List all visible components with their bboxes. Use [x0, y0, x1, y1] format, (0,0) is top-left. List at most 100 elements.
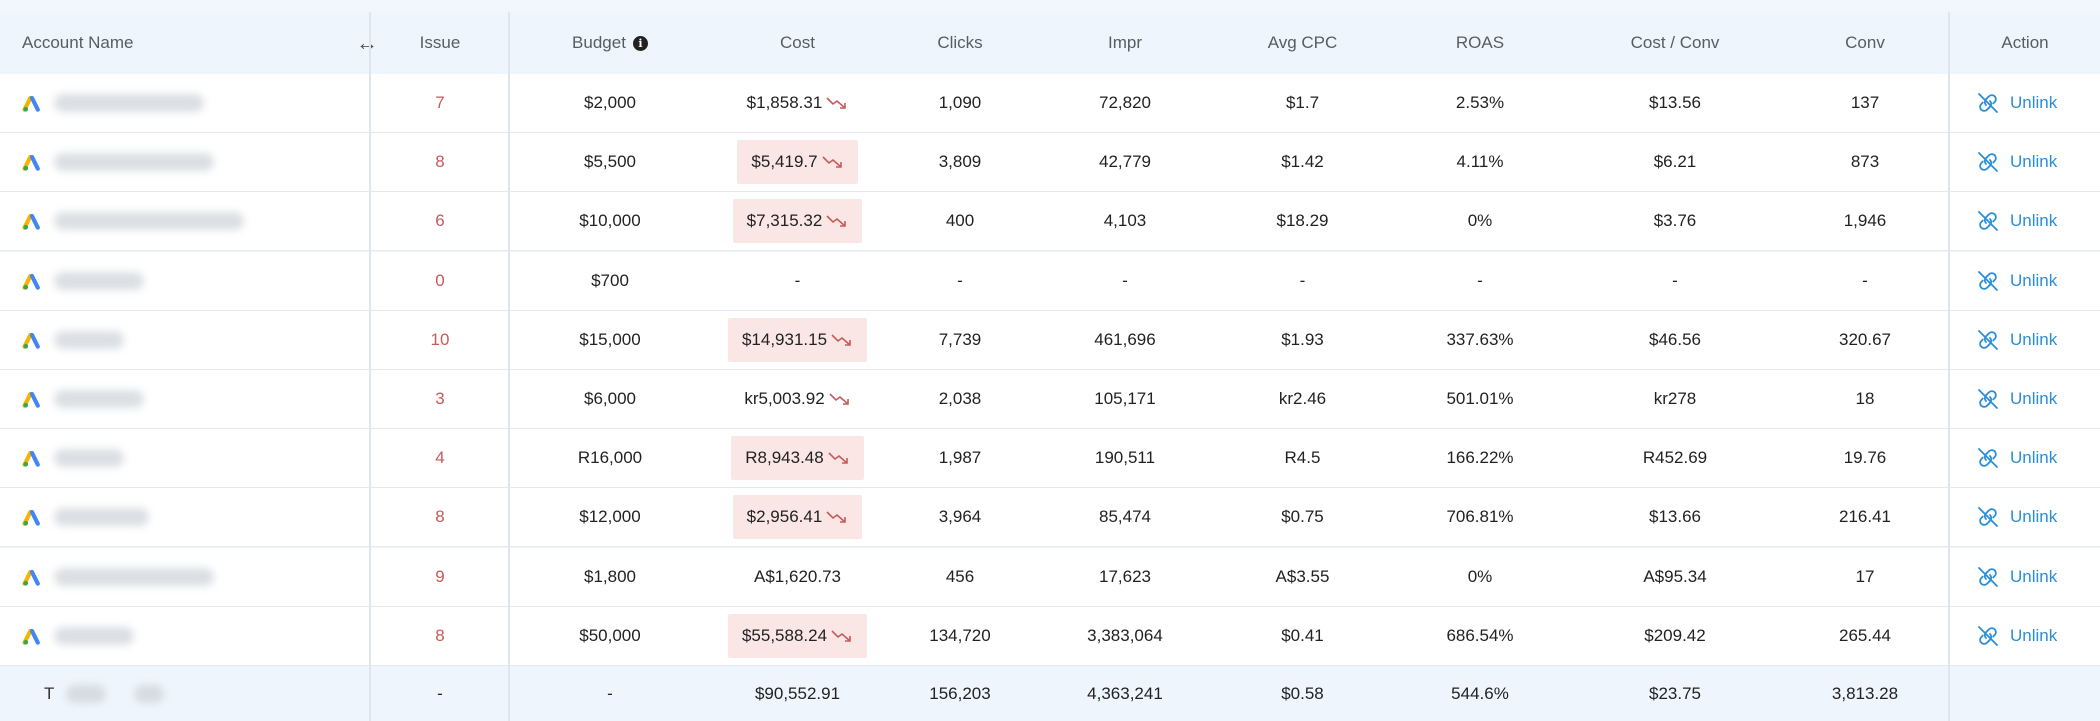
header-action: Action [1950, 12, 2100, 74]
roas-value: 4.11% [1456, 152, 1504, 172]
issue-count[interactable]: 8 [435, 625, 445, 645]
table-row: 9 $1,800 A$1,620.73 456 17,623 A$3.55 0%… [0, 547, 2100, 607]
issue-count[interactable]: 4 [435, 448, 445, 468]
header-avg-cpc-label: Avg CPC [1267, 33, 1338, 52]
account-name-cell[interactable] [0, 133, 370, 191]
cost-cell: $7,315.32 [710, 192, 885, 250]
header-issue[interactable]: Issue [370, 12, 510, 74]
roas-value: - [1477, 270, 1483, 290]
total-clicks: 156,203 [929, 683, 991, 703]
impr-value: 85,474 [1099, 507, 1151, 527]
trend-down-icon [831, 334, 851, 346]
header-conv-label: Conv [1845, 33, 1885, 52]
avg-cpc-value: R4.5 [1284, 448, 1321, 468]
account-name-cell[interactable] [0, 192, 370, 250]
account-name-cell[interactable] [0, 429, 370, 487]
issue-count[interactable]: 3 [435, 389, 445, 408]
budget-value: $700 [591, 270, 629, 290]
conv-value: - [1862, 270, 1868, 290]
info-icon[interactable]: i [632, 35, 648, 51]
cost-value: - [794, 270, 801, 290]
account-name-cell[interactable] [0, 370, 370, 428]
avg-cpc-value: $1.93 [1281, 329, 1324, 349]
google-ads-logo [22, 451, 40, 467]
unlink-button[interactable]: Unlink [1976, 328, 2057, 352]
header-account-name[interactable]: Account Name [0, 12, 370, 74]
clicks-value: 7,739 [938, 329, 982, 349]
total-cost-conv: $23.75 [1649, 683, 1701, 703]
table-row: 4 R16,000 R8,943.48 1,987 190,511 R4.5 1… [0, 429, 2100, 489]
google-ads-logo [22, 214, 40, 231]
unlink-button[interactable]: Unlink [1976, 624, 2057, 648]
unlink-button[interactable]: Unlink [1976, 505, 2057, 529]
clicks-value: - [957, 270, 963, 290]
issue-count[interactable]: 8 [435, 507, 445, 527]
cost-value: $1,858.31 [746, 93, 823, 112]
header-cost[interactable]: Cost [710, 12, 885, 74]
header-cost-conv[interactable]: Cost / Conv [1570, 12, 1780, 74]
clicks-value: 3,964 [938, 507, 982, 527]
header-impr[interactable]: Impr [1035, 12, 1215, 74]
account-name-cell[interactable] [0, 311, 370, 369]
table-header-row: Account Name ↔ Issue Budget i Cost Click… [0, 12, 2100, 74]
account-name-cell[interactable] [0, 607, 370, 665]
account-name-cell[interactable] [0, 74, 370, 132]
account-name-cell[interactable] [0, 488, 370, 546]
google-ads-logo [22, 569, 40, 586]
cost-box: R8,943.48 [731, 436, 864, 481]
unlink-icon [1978, 507, 1998, 528]
cost-box: $5,419.7 [737, 140, 858, 185]
account-name-cell[interactable] [0, 548, 370, 606]
impr-value: 42,779 [1099, 152, 1151, 172]
conv-value: 137 [1850, 93, 1880, 112]
header-conv[interactable]: Conv [1780, 12, 1950, 74]
trend-down-icon [826, 97, 847, 109]
unlink-button[interactable]: Unlink [1976, 150, 2057, 174]
unlink-button[interactable]: Unlink [1976, 209, 2057, 233]
total-cost: $90,552.91 [754, 683, 841, 703]
redacted-text [134, 684, 165, 703]
cost-conv-value: R452.69 [1642, 448, 1708, 468]
unlink-icon [1978, 625, 1998, 646]
unlink-button[interactable]: Unlink [1976, 446, 2057, 470]
clicks-value: 3,809 [938, 152, 982, 172]
header-avg-cpc[interactable]: Avg CPC [1215, 12, 1390, 74]
unlink-button[interactable]: Unlink [1976, 269, 2057, 293]
resize-horizontal-icon[interactable]: ↔ [356, 30, 378, 55]
unlink-button[interactable]: Unlink [1976, 387, 2057, 411]
cost-conv-value: $6.21 [1653, 152, 1697, 172]
unlink-button[interactable]: Unlink [1976, 565, 2057, 589]
issue-count[interactable]: 6 [435, 211, 445, 231]
cost-box: $55,588.24 [727, 613, 868, 658]
issue-count[interactable]: 9 [435, 566, 445, 586]
unlink-label: Unlink [2010, 93, 2058, 112]
budget-value: R16,000 [577, 448, 643, 468]
header-budget[interactable]: Budget i [510, 12, 710, 74]
roas-value: 686.54% [1446, 625, 1514, 645]
issue-count[interactable]: 0 [435, 270, 445, 290]
header-clicks[interactable]: Clicks [885, 12, 1035, 74]
issue-count[interactable]: 10 [430, 329, 450, 349]
roas-value: 0% [1467, 211, 1493, 231]
clicks-value: 456 [945, 566, 975, 586]
table-row: 7 $2,000 $1,858.31 1,090 72,820 $1.7 2.5… [0, 74, 2100, 133]
unlink-button[interactable]: Unlink [1976, 91, 2057, 115]
budget-value: $15,000 [579, 329, 641, 349]
roas-value: 501.01% [1446, 389, 1514, 408]
table-row: 8 $50,000 $55,588.24 134,720 3,383,064 $… [0, 606, 2100, 666]
google-ads-logo [22, 510, 40, 527]
avg-cpc-value: A$3.55 [1275, 566, 1330, 586]
redacted-account-name [54, 94, 204, 112]
total-roas: 544.6% [1451, 683, 1509, 703]
cost-box: $1,858.31 [733, 81, 863, 125]
trend-down-icon [828, 452, 848, 464]
trend-down-icon [822, 156, 842, 168]
account-name-cell[interactable] [0, 252, 370, 310]
total-avg-cpc: $0.58 [1281, 683, 1324, 703]
issue-count[interactable]: 8 [435, 152, 445, 172]
impr-value: 190,511 [1094, 448, 1156, 468]
issue-count[interactable]: 7 [435, 93, 445, 112]
avg-cpc-value: $18.29 [1276, 211, 1329, 231]
header-roas[interactable]: ROAS [1390, 12, 1570, 74]
cost-value: $7,315.32 [746, 211, 823, 231]
